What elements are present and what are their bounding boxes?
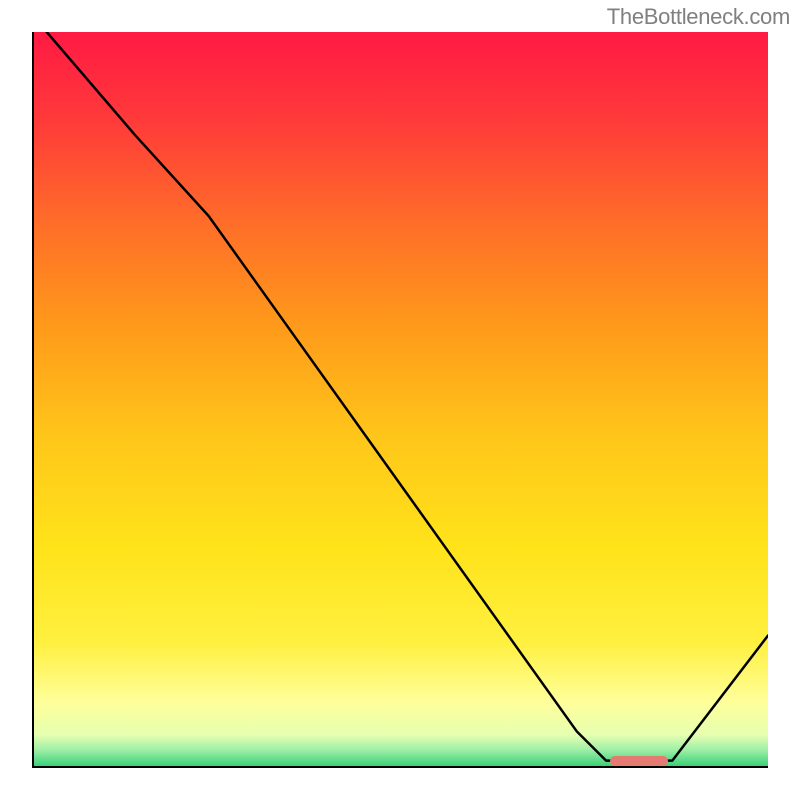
valley-marker (610, 756, 668, 766)
plot-area (32, 32, 768, 768)
chart-container: TheBottleneck.com (0, 0, 800, 800)
watermark-text: TheBottleneck.com (607, 4, 790, 30)
series-line (47, 32, 768, 761)
series-line-layer (32, 32, 768, 768)
